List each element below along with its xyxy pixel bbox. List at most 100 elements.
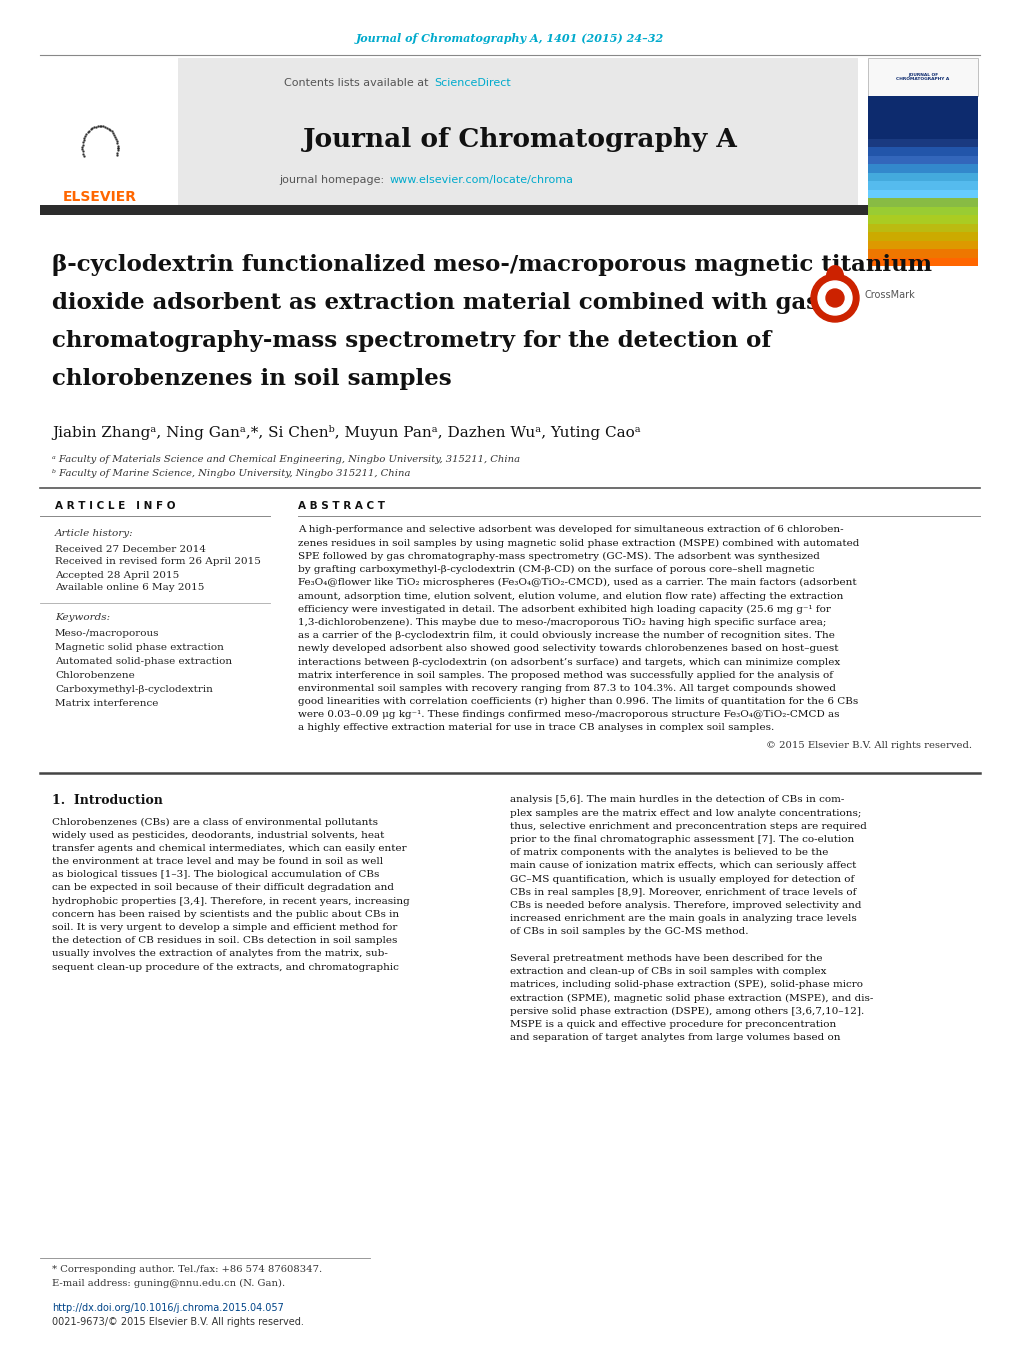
Text: Magnetic solid phase extraction: Magnetic solid phase extraction bbox=[55, 643, 223, 651]
Text: 1,3-dichlorobenzene). This maybe due to meso-/macroporous TiO₂ having high speci: 1,3-dichlorobenzene). This maybe due to … bbox=[298, 617, 825, 627]
Text: E-mail address: guning@nnu.edu.cn (N. Gan).: E-mail address: guning@nnu.edu.cn (N. Ga… bbox=[52, 1278, 285, 1288]
Text: and separation of target analytes from large volumes based on: and separation of target analytes from l… bbox=[510, 1034, 840, 1042]
Text: extraction and clean-up of CBs in soil samples with complex: extraction and clean-up of CBs in soil s… bbox=[510, 967, 825, 977]
Text: efficiency were investigated in detail. The adsorbent exhibited high loading cap: efficiency were investigated in detail. … bbox=[298, 605, 830, 613]
Bar bbox=[867, 130, 977, 139]
Text: Several pretreatment methods have been described for the: Several pretreatment methods have been d… bbox=[510, 954, 821, 963]
Text: GC–MS quantification, which is usually employed for detection of: GC–MS quantification, which is usually e… bbox=[510, 874, 854, 884]
Bar bbox=[867, 104, 977, 113]
Text: widely used as pesticides, deodorants, industrial solvents, heat: widely used as pesticides, deodorants, i… bbox=[52, 831, 384, 840]
Circle shape bbox=[817, 281, 851, 315]
Bar bbox=[867, 232, 977, 240]
Text: ᵃ Faculty of Materials Science and Chemical Engineering, Ningbo University, 3152: ᵃ Faculty of Materials Science and Chemi… bbox=[52, 455, 520, 465]
Text: soil. It is very urgent to develop a simple and efficient method for: soil. It is very urgent to develop a sim… bbox=[52, 923, 397, 932]
Text: Fe₃O₄@flower like TiO₂ microspheres (Fe₃O₄@TiO₂-CMCD), used as a carrier. The ma: Fe₃O₄@flower like TiO₂ microspheres (Fe₃… bbox=[298, 578, 856, 588]
Text: A high-performance and selective adsorbent was developed for simultaneous extrac: A high-performance and selective adsorbe… bbox=[298, 526, 843, 535]
Text: persive solid phase extraction (DSPE), among others [3,6,7,10–12].: persive solid phase extraction (DSPE), a… bbox=[510, 1006, 863, 1016]
Text: Chlorobenzenes (CBs) are a class of environmental pollutants: Chlorobenzenes (CBs) are a class of envi… bbox=[52, 817, 378, 827]
Circle shape bbox=[810, 274, 858, 322]
Bar bbox=[867, 181, 977, 189]
Bar bbox=[867, 199, 977, 207]
Text: CBs in real samples [8,9]. Moreover, enrichment of trace levels of: CBs in real samples [8,9]. Moreover, enr… bbox=[510, 888, 856, 897]
Text: JOURNAL OF
CHROMATOGRAPHY A: JOURNAL OF CHROMATOGRAPHY A bbox=[896, 73, 949, 81]
Text: β-cyclodextrin functionalized meso-/macroporous magnetic titanium: β-cyclodextrin functionalized meso-/macr… bbox=[52, 254, 931, 276]
Text: ScienceDirect: ScienceDirect bbox=[433, 78, 511, 88]
Text: Article history:: Article history: bbox=[55, 530, 133, 539]
Bar bbox=[867, 113, 977, 122]
Text: Chlorobenzene: Chlorobenzene bbox=[55, 670, 135, 680]
Text: 0021-9673/© 2015 Elsevier B.V. All rights reserved.: 0021-9673/© 2015 Elsevier B.V. All right… bbox=[52, 1317, 304, 1327]
Text: sequent clean-up procedure of the extracts, and chromatographic: sequent clean-up procedure of the extrac… bbox=[52, 963, 398, 971]
Bar bbox=[867, 207, 977, 215]
Text: plex samples are the matrix effect and low analyte concentrations;: plex samples are the matrix effect and l… bbox=[510, 809, 860, 817]
Bar bbox=[40, 205, 867, 215]
Bar bbox=[867, 139, 977, 147]
Text: Available online 6 May 2015: Available online 6 May 2015 bbox=[55, 584, 204, 593]
Text: newly developed adsorbent also showed good selectivity towards chlorobenzenes ba: newly developed adsorbent also showed go… bbox=[298, 644, 838, 654]
Text: chlorobenzenes in soil samples: chlorobenzenes in soil samples bbox=[52, 367, 451, 390]
Text: concern has been raised by scientists and the public about CBs in: concern has been raised by scientists an… bbox=[52, 911, 398, 919]
Text: www.elsevier.com/locate/chroma: www.elsevier.com/locate/chroma bbox=[389, 176, 574, 185]
Text: dioxide adsorbent as extraction material combined with gas: dioxide adsorbent as extraction material… bbox=[52, 292, 818, 313]
Text: Automated solid-phase extraction: Automated solid-phase extraction bbox=[55, 657, 232, 666]
Text: of matrix components with the analytes is believed to be the: of matrix components with the analytes i… bbox=[510, 848, 827, 858]
Bar bbox=[867, 258, 977, 266]
Text: Keywords:: Keywords: bbox=[55, 613, 110, 623]
Text: transfer agents and chemical intermediates, which can easily enter: transfer agents and chemical intermediat… bbox=[52, 844, 407, 852]
Ellipse shape bbox=[825, 265, 843, 286]
Bar bbox=[867, 163, 977, 173]
Text: the environment at trace level and may be found in soil as well: the environment at trace level and may b… bbox=[52, 857, 383, 866]
Bar bbox=[867, 96, 977, 104]
Bar bbox=[178, 58, 857, 209]
Text: SPE followed by gas chromatography-mass spectrometry (GC-MS). The adsorbent was : SPE followed by gas chromatography-mass … bbox=[298, 551, 819, 561]
Text: analysis [5,6]. The main hurdles in the detection of CBs in com-: analysis [5,6]. The main hurdles in the … bbox=[510, 796, 844, 804]
Text: * Corresponding author. Tel./fax: +86 574 87608347.: * Corresponding author. Tel./fax: +86 57… bbox=[52, 1266, 322, 1274]
Bar bbox=[867, 155, 977, 163]
Text: Journal of Chromatography A: Journal of Chromatography A bbox=[303, 127, 737, 153]
Text: Jiabin Zhangᵃ, Ning Ganᵃ,*, Si Chenᵇ, Muyun Panᵃ, Dazhen Wuᵃ, Yuting Caoᵃ: Jiabin Zhangᵃ, Ning Ganᵃ,*, Si Chenᵇ, Mu… bbox=[52, 424, 640, 439]
Text: by grafting carboxymethyl-β-cyclodextrin (CM-β-CD) on the surface of porous core: by grafting carboxymethyl-β-cyclodextrin… bbox=[298, 565, 813, 574]
Text: the detection of CB residues in soil. CBs detection in soil samples: the detection of CB residues in soil. CB… bbox=[52, 936, 397, 946]
Text: © 2015 Elsevier B.V. All rights reserved.: © 2015 Elsevier B.V. All rights reserved… bbox=[765, 740, 971, 750]
Text: hydrophobic properties [3,4]. Therefore, in recent years, increasing: hydrophobic properties [3,4]. Therefore,… bbox=[52, 897, 410, 905]
Bar bbox=[867, 215, 977, 223]
Text: MSPE is a quick and effective procedure for preconcentration: MSPE is a quick and effective procedure … bbox=[510, 1020, 836, 1029]
Text: can be expected in soil because of their difficult degradation and: can be expected in soil because of their… bbox=[52, 884, 393, 893]
Text: environmental soil samples with recovery ranging from 87.3 to 104.3%. All target: environmental soil samples with recovery… bbox=[298, 684, 836, 693]
Text: Received in revised form 26 April 2015: Received in revised form 26 April 2015 bbox=[55, 558, 261, 566]
Bar bbox=[867, 173, 977, 181]
Text: Journal of Chromatography A, 1401 (2015) 24–32: Journal of Chromatography A, 1401 (2015)… bbox=[356, 32, 663, 43]
Text: as a carrier of the β-cyclodextrin film, it could obviously increase the number : as a carrier of the β-cyclodextrin film,… bbox=[298, 631, 835, 640]
Text: Received 27 December 2014: Received 27 December 2014 bbox=[55, 544, 206, 554]
Text: journal homepage:: journal homepage: bbox=[279, 176, 387, 185]
Text: zenes residues in soil samples by using magnetic solid phase extraction (MSPE) c: zenes residues in soil samples by using … bbox=[298, 539, 859, 547]
Circle shape bbox=[825, 289, 843, 307]
Text: A B S T R A C T: A B S T R A C T bbox=[298, 501, 384, 511]
Text: ELSEVIER: ELSEVIER bbox=[63, 190, 137, 204]
Bar bbox=[867, 189, 977, 199]
Bar bbox=[867, 58, 977, 96]
Bar bbox=[867, 223, 977, 232]
Text: chromatography-mass spectrometry for the detection of: chromatography-mass spectrometry for the… bbox=[52, 330, 770, 353]
Text: matrix interference in soil samples. The proposed method was successfully applie: matrix interference in soil samples. The… bbox=[298, 670, 833, 680]
Bar bbox=[867, 147, 977, 155]
Text: prior to the final chromatographic assessment [7]. The co-elution: prior to the final chromatographic asses… bbox=[510, 835, 854, 844]
Text: interactions between β-cyclodextrin (on adsorbent’s surface) and targets, which : interactions between β-cyclodextrin (on … bbox=[298, 658, 840, 666]
Bar bbox=[867, 122, 977, 130]
Text: extraction (SPME), magnetic solid phase extraction (MSPE), and dis-: extraction (SPME), magnetic solid phase … bbox=[510, 993, 872, 1002]
Text: amount, adsorption time, elution solvent, elution volume, and elution flow rate): amount, adsorption time, elution solvent… bbox=[298, 592, 843, 601]
Text: as biological tissues [1–3]. The biological accumulation of CBs: as biological tissues [1–3]. The biologi… bbox=[52, 870, 379, 880]
Text: CBs is needed before analysis. Therefore, improved selectivity and: CBs is needed before analysis. Therefore… bbox=[510, 901, 861, 911]
Text: a highly effective extraction material for use in trace CB analyses in complex s: a highly effective extraction material f… bbox=[298, 724, 773, 732]
Text: ᵇ Faculty of Marine Science, Ningbo University, Ningbo 315211, China: ᵇ Faculty of Marine Science, Ningbo Univ… bbox=[52, 470, 410, 478]
Text: CrossMark: CrossMark bbox=[864, 290, 915, 300]
Text: http://dx.doi.org/10.1016/j.chroma.2015.04.057: http://dx.doi.org/10.1016/j.chroma.2015.… bbox=[52, 1302, 283, 1313]
Text: A R T I C L E   I N F O: A R T I C L E I N F O bbox=[55, 501, 175, 511]
Text: Carboxymethyl-β-cyclodextrin: Carboxymethyl-β-cyclodextrin bbox=[55, 685, 213, 693]
Bar bbox=[867, 249, 977, 258]
Bar bbox=[867, 240, 977, 249]
Text: Accepted 28 April 2015: Accepted 28 April 2015 bbox=[55, 570, 179, 580]
Text: thus, selective enrichment and preconcentration steps are required: thus, selective enrichment and preconcen… bbox=[510, 821, 866, 831]
Text: of CBs in soil samples by the GC-MS method.: of CBs in soil samples by the GC-MS meth… bbox=[510, 928, 748, 936]
Text: main cause of ionization matrix effects, which can seriously affect: main cause of ionization matrix effects,… bbox=[510, 862, 856, 870]
